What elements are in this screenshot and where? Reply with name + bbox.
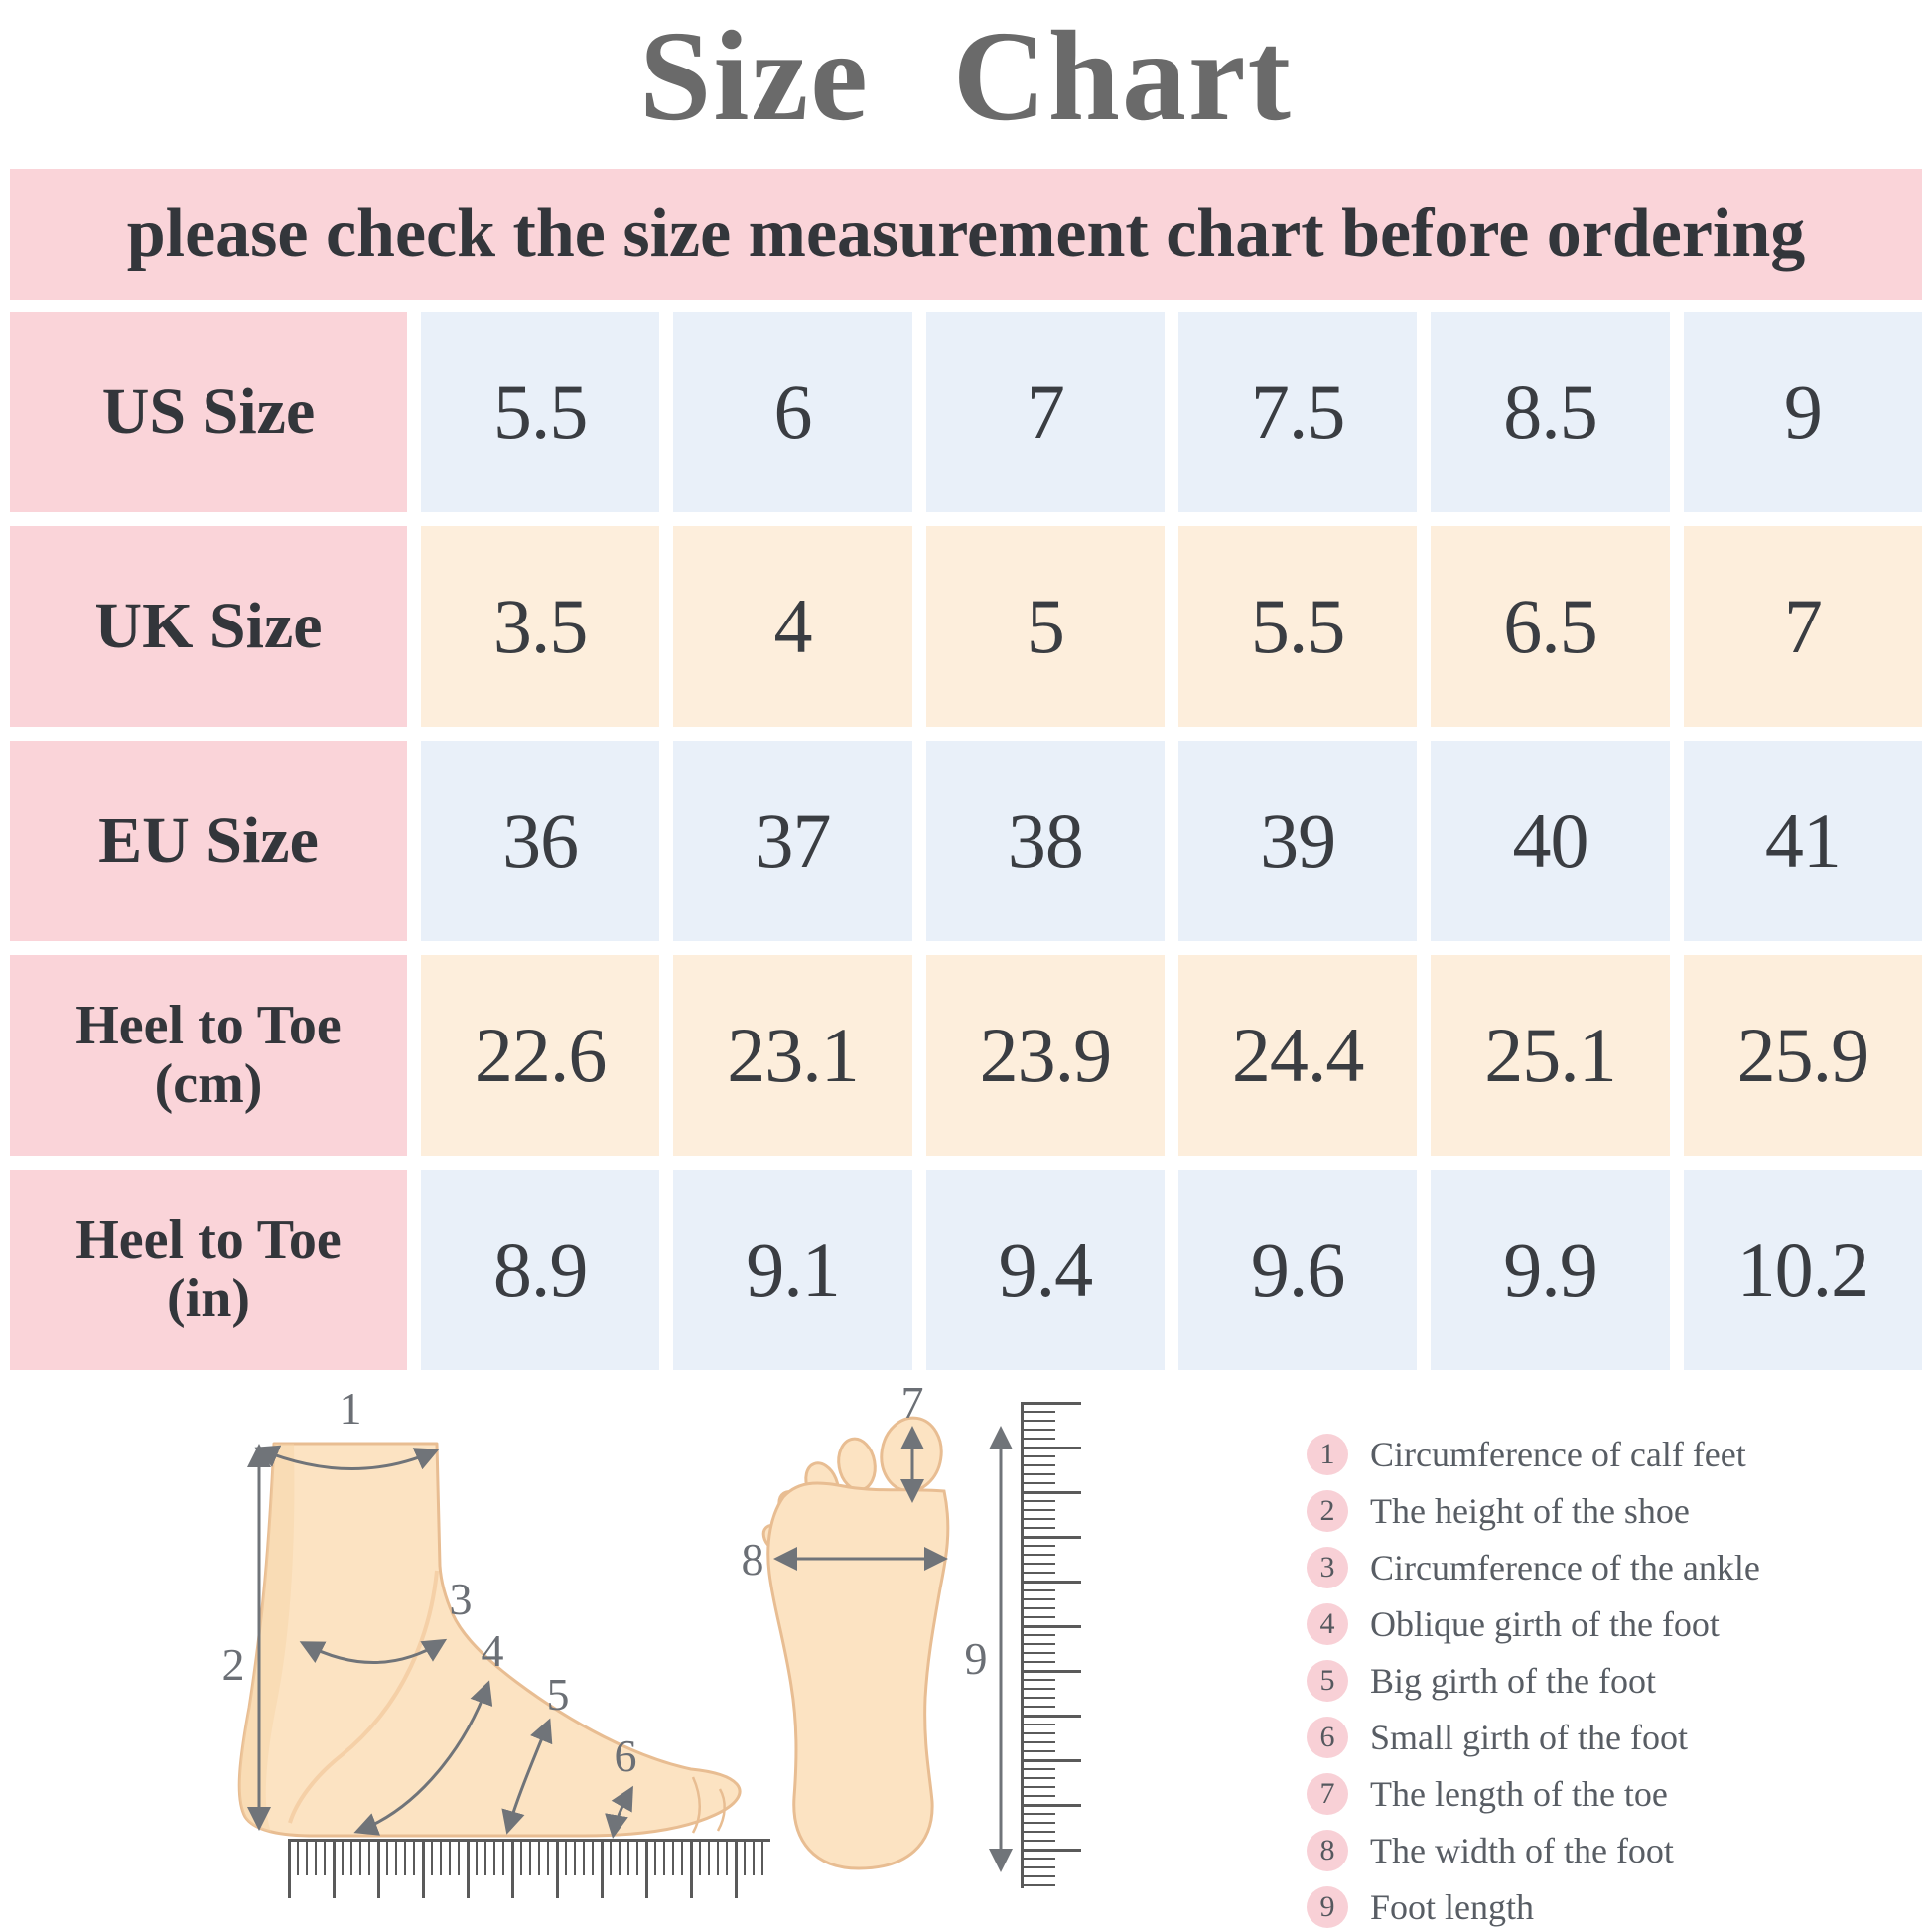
legend-number-badge: 4 [1307, 1603, 1348, 1645]
legend-item: 4 Oblique girth of the foot [1307, 1603, 1760, 1645]
size-value-cell: 4 [673, 526, 912, 727]
measure-label-8: 8 [742, 1534, 764, 1585]
size-value-cell: 6.5 [1431, 526, 1670, 727]
legend-number-badge: 9 [1307, 1886, 1348, 1928]
legend-number-badge: 5 [1307, 1660, 1348, 1702]
measure-label-6: 6 [615, 1730, 637, 1781]
legend-number-badge: 2 [1307, 1490, 1348, 1532]
size-value-cell: 9.9 [1431, 1170, 1670, 1370]
size-value-cell: 37 [673, 741, 912, 941]
measurement-legend: 1 Circumference of calf feet 2 The heigh… [1307, 1434, 1760, 1932]
notice-banner: please check the size measurement chart … [10, 169, 1922, 300]
size-value-cell: 36 [421, 741, 660, 941]
notice-banner-text: please check the size measurement chart … [126, 196, 1806, 272]
measurement-diagram-section: 1 2 3 4 5 6 [0, 1380, 1932, 1932]
measure-label-7: 7 [901, 1380, 924, 1428]
size-value-cell: 23.1 [673, 955, 912, 1156]
legend-number-badge: 6 [1307, 1717, 1348, 1758]
measure-label-3: 3 [450, 1574, 473, 1624]
measure-label-5: 5 [547, 1669, 570, 1720]
foot-sole-number-labels: 7 8 9 [742, 1380, 988, 1684]
legend-number-badge: 7 [1307, 1773, 1348, 1815]
size-value-cell: 5 [925, 526, 1165, 727]
measure-label-2: 2 [222, 1639, 245, 1690]
size-value-cell: 9 [1683, 312, 1922, 512]
row-label: Heel to Toe (cm) [10, 955, 407, 1156]
legend-item: 9 Foot length [1307, 1886, 1760, 1928]
size-table: US Size 5.5 6 7 7.5 8.5 9 UK Size 3.5 4 … [10, 312, 1922, 1370]
size-value-cell: 5.5 [421, 312, 660, 512]
size-value-cell: 25.1 [1431, 955, 1670, 1156]
legend-item-label: The height of the shoe [1370, 1491, 1690, 1531]
foot-side-number-labels: 1 2 3 4 5 6 [222, 1383, 637, 1781]
size-value-cell: 7 [925, 312, 1165, 512]
legend-item: 7 The length of the toe [1307, 1773, 1760, 1815]
legend-item-label: The length of the toe [1370, 1774, 1668, 1814]
legend-number-badge: 3 [1307, 1547, 1348, 1588]
measure-label-1: 1 [340, 1383, 362, 1434]
legend-item: 5 Big girth of the foot [1307, 1660, 1760, 1702]
row-label: Heel to Toe (in) [10, 1170, 407, 1370]
legend-item: 8 The width of the foot [1307, 1830, 1760, 1871]
size-value-cell: 24.4 [1177, 955, 1418, 1156]
measure-label-4: 4 [482, 1625, 504, 1676]
legend-item: 2 The height of the shoe [1307, 1490, 1760, 1532]
legend-item-label: Circumference of the ankle [1370, 1548, 1760, 1587]
vertical-ruler-graphic [1021, 1402, 1081, 1888]
size-value-cell: 5.5 [1177, 526, 1418, 727]
legend-item: 3 Circumference of the ankle [1307, 1547, 1760, 1588]
row-label: EU Size [10, 741, 407, 941]
horizontal-ruler-graphic [288, 1839, 770, 1898]
legend-item-label: Circumference of calf feet [1370, 1435, 1746, 1474]
size-value-cell: 7 [1683, 526, 1922, 727]
size-value-cell: 8.9 [421, 1170, 660, 1370]
foot-side-measurements [247, 1444, 633, 1839]
size-value-cell: 39 [1177, 741, 1418, 941]
size-value-cell: 9.1 [673, 1170, 912, 1370]
legend-item-label: The width of the foot [1370, 1831, 1674, 1870]
size-value-cell: 41 [1683, 741, 1922, 941]
size-value-cell: 7.5 [1177, 312, 1418, 512]
legend-item: 6 Small girth of the foot [1307, 1717, 1760, 1758]
size-value-cell: 25.9 [1683, 955, 1922, 1156]
legend-item-label: Foot length [1370, 1887, 1535, 1927]
legend-item-label: Big girth of the foot [1370, 1661, 1656, 1701]
size-value-cell: 40 [1431, 741, 1670, 941]
legend-item-label: Oblique girth of the foot [1370, 1604, 1720, 1644]
size-value-cell: 6 [673, 312, 912, 512]
size-value-cell: 3.5 [421, 526, 660, 727]
foot-sole-shape [761, 1416, 950, 1870]
size-value-cell: 38 [925, 741, 1165, 941]
legend-item-label: Small girth of the foot [1370, 1718, 1688, 1757]
row-label: UK Size [10, 526, 407, 727]
legend-number-badge: 8 [1307, 1830, 1348, 1871]
size-value-cell: 23.9 [925, 955, 1165, 1156]
legend-number-badge: 1 [1307, 1434, 1348, 1475]
size-value-cell: 9.6 [1177, 1170, 1418, 1370]
foot-sole-measurements [773, 1426, 1013, 1872]
page-title: Size Chart [639, 5, 1293, 148]
foot-sole-view-illustration: 7 8 9 [742, 1380, 1013, 1872]
size-value-cell: 22.6 [421, 955, 660, 1156]
size-value-cell: 9.4 [925, 1170, 1165, 1370]
measure-label-9: 9 [965, 1633, 988, 1684]
size-value-cell: 10.2 [1683, 1170, 1922, 1370]
foot-side-view-illustration: 1 2 3 4 5 6 [222, 1383, 742, 1839]
row-label: US Size [10, 312, 407, 512]
legend-item: 1 Circumference of calf feet [1307, 1434, 1760, 1475]
size-value-cell: 8.5 [1431, 312, 1670, 512]
